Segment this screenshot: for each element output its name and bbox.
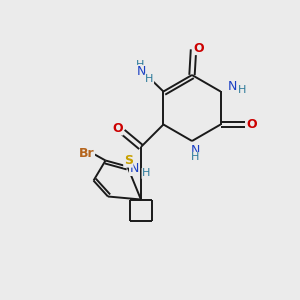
Text: N: N (190, 144, 200, 157)
Text: O: O (247, 118, 257, 131)
Text: O: O (112, 122, 123, 135)
Text: N: N (130, 162, 139, 176)
Text: H: H (136, 60, 145, 70)
Text: N: N (228, 80, 237, 93)
Text: N: N (136, 65, 146, 79)
Text: H: H (145, 74, 154, 84)
Text: H: H (142, 168, 151, 178)
Text: O: O (194, 41, 204, 55)
Text: H: H (238, 85, 247, 95)
Text: S: S (124, 154, 133, 167)
Text: H: H (191, 152, 199, 163)
Text: Br: Br (79, 147, 94, 160)
